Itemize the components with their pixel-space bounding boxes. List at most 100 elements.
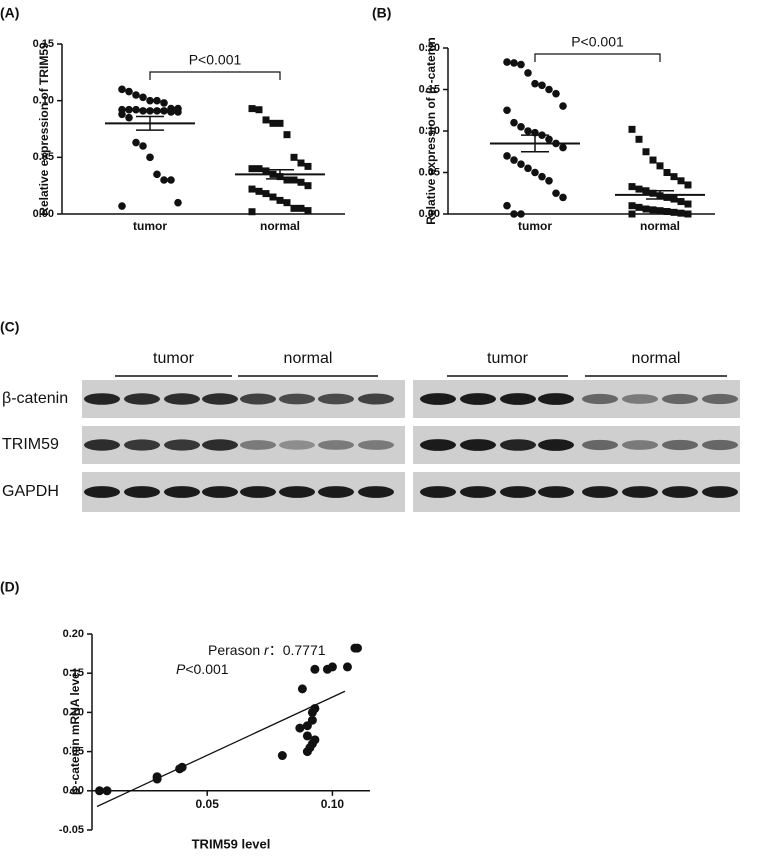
blot-band [124,486,160,498]
row-label: GAPDH [2,483,59,500]
data-point [538,172,546,181]
blot-band [538,393,574,405]
data-point [670,173,678,181]
blot-band [420,439,456,451]
data-point [677,177,685,185]
x-tick-label: tumor [133,219,167,233]
data-point [635,135,643,143]
data-point [559,143,567,152]
significance-label: P<0.001 [571,34,624,50]
data-point [248,208,256,216]
blot-band [582,439,618,451]
stat-value: ：0.7771 [269,642,326,658]
data-point [503,58,511,66]
data-point [677,209,685,217]
blot-band [240,393,276,405]
data-point [656,207,664,215]
blot-band [164,439,200,451]
data-point [684,181,692,189]
blot-band [622,486,658,498]
data-point [342,662,352,672]
y-tick-label: 0.05 [63,746,84,758]
data-point [517,123,525,131]
significance-label: P<0.001 [189,52,242,68]
stat-text: Perason r：0.7771 [208,642,326,658]
blot-band [279,440,315,450]
data-point [663,169,671,176]
data-point [167,108,175,116]
data-point [524,69,532,77]
data-point [125,87,133,96]
blot-band [582,486,618,498]
data-point [503,201,511,210]
blot-band [702,439,738,451]
data-point [656,162,664,170]
y-tick-label: 0.15 [419,83,440,95]
data-point [295,723,305,733]
group-label: tumor [487,350,529,367]
y-tick-label: 0.00 [63,785,84,797]
data-point [510,210,518,218]
blot-band [662,393,698,405]
data-point [248,105,256,113]
data-point [290,204,298,212]
blot-band [460,486,496,498]
y-tick-label: 0.20 [419,42,440,54]
data-point [132,105,140,114]
data-point [628,125,636,133]
blot-band [202,393,238,405]
data-point [327,662,337,672]
data-point [352,643,362,653]
blot-band [84,393,120,405]
blot-band [358,440,394,450]
sem-bar [646,190,674,200]
x-axis-title: TRIM59 level [192,836,271,851]
data-point [118,202,126,210]
y-axis-title: β -catenin mRNA level [68,669,82,795]
row-label: β-catenin [2,390,68,407]
x-tick-label: 0.10 [321,797,345,811]
blot-band [538,486,574,498]
data-point [677,198,685,206]
data-point [642,205,650,213]
x-tick-label: normal [640,219,680,233]
blot-band [662,439,698,451]
data-point [255,165,263,173]
blot-band [164,393,200,405]
data-point [552,189,560,198]
p-symbol: P [176,661,186,677]
data-point [152,772,162,782]
data-point [628,210,636,218]
data-point [510,156,518,164]
data-point [635,203,643,211]
row-label: TRIM59 [2,436,59,453]
data-point [545,85,553,94]
data-point [531,168,539,177]
data-point [510,118,518,127]
data-point [538,81,546,90]
data-point [146,96,154,105]
blot-band [702,393,738,405]
data-point [524,127,532,135]
group-label: normal [284,350,333,367]
data-point [276,119,284,127]
data-point [174,198,182,207]
data-point [649,156,657,164]
group-label: tumor [153,350,195,367]
data-point [503,106,511,115]
sem-bar [136,115,164,131]
blot-band [124,393,160,405]
data-point [642,148,650,156]
x-tick-label: 0.05 [196,797,220,811]
blot-band [279,486,315,498]
data-point [559,193,567,202]
y-tick-label: 0.15 [63,667,84,679]
data-point [177,762,187,772]
blot-band [240,486,276,498]
panel-label: (B) [372,5,391,21]
data-point [297,178,305,186]
data-point [304,182,312,190]
data-point [248,165,256,173]
blot-band [202,439,238,451]
data-point [297,684,307,694]
